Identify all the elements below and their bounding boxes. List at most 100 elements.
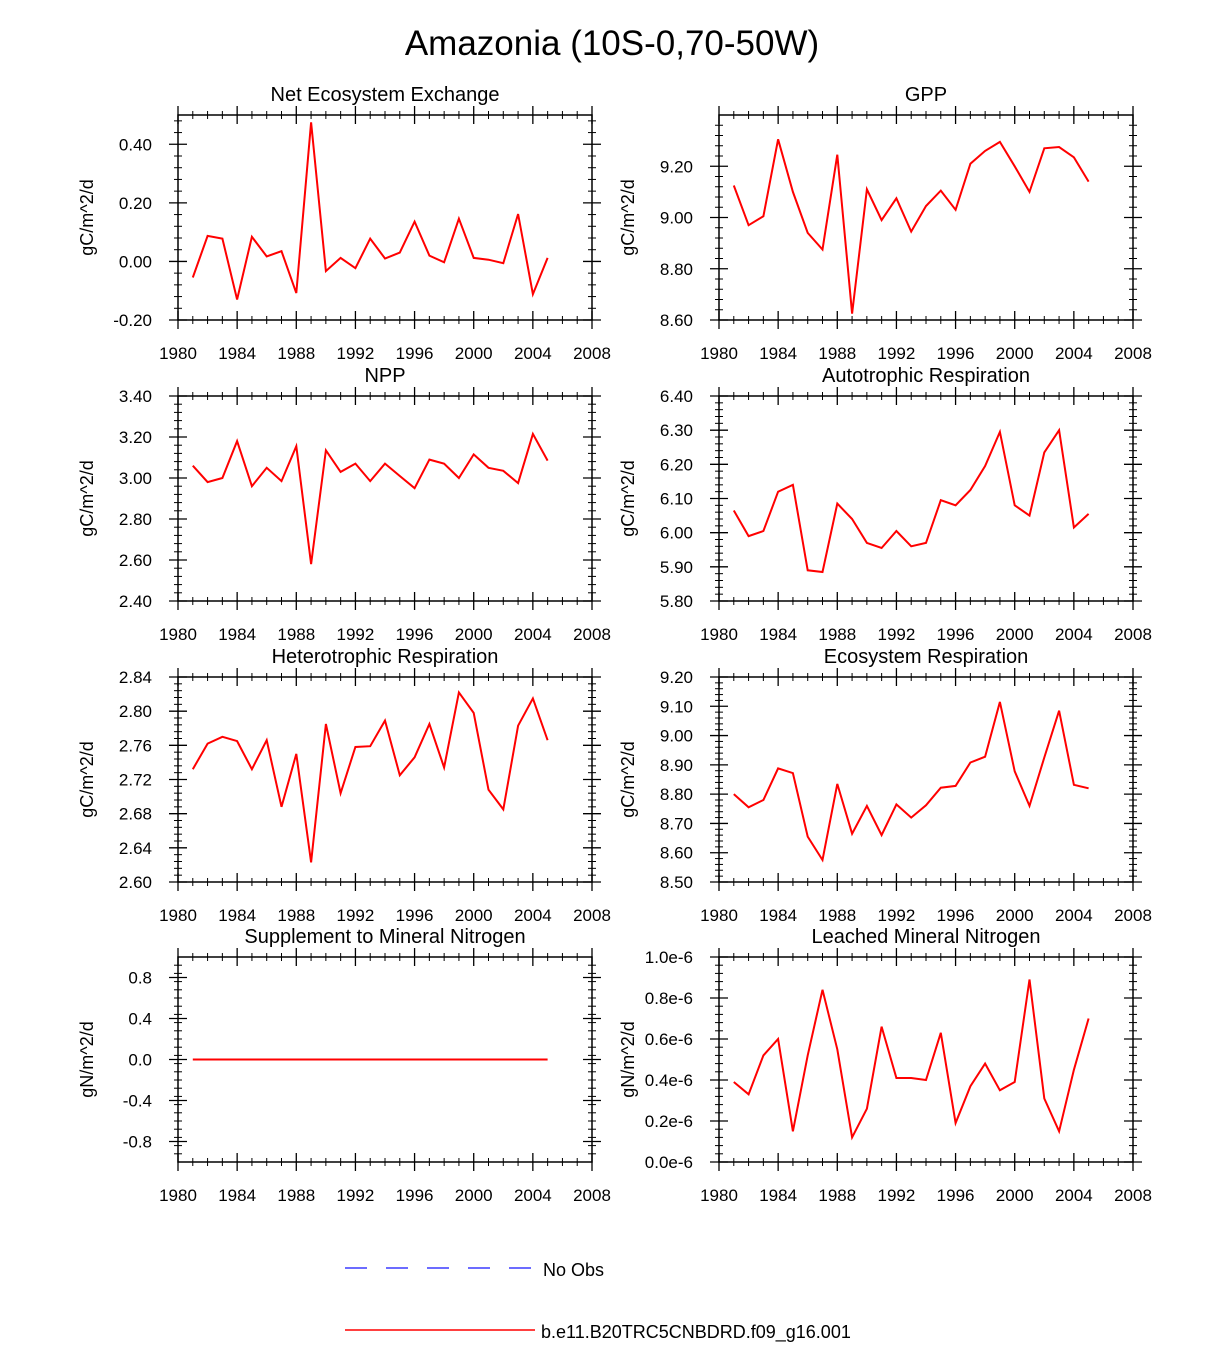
y-axis-label: gC/m^2/d xyxy=(618,460,638,536)
y-tick-label: 0.0 xyxy=(128,1051,152,1070)
x-tick-label: 1996 xyxy=(396,344,434,363)
y-tick-label: 5.80 xyxy=(660,592,693,611)
y-tick-label: 0.8 xyxy=(128,969,152,988)
x-tick-label: 1988 xyxy=(277,625,315,644)
y-axis-label: gC/m^2/d xyxy=(618,741,638,817)
y-tick-label: 2.80 xyxy=(119,510,152,529)
series-line xyxy=(191,689,549,863)
y-tick-label: 0.2e-6 xyxy=(645,1112,693,1131)
y-tick-label: 8.90 xyxy=(660,756,693,775)
x-tick-label: 1980 xyxy=(159,344,197,363)
panel-title: Net Ecosystem Exchange xyxy=(271,84,500,106)
x-tick-label: 2000 xyxy=(996,625,1034,644)
x-tick-label: 1984 xyxy=(759,625,797,644)
x-tick-label: 1992 xyxy=(337,906,375,925)
y-tick-label: 9.00 xyxy=(660,209,693,228)
panel-title: NPP xyxy=(364,365,405,387)
series-line xyxy=(733,979,1090,1141)
series-line xyxy=(733,701,1089,863)
y-axis-label: gC/m^2/d xyxy=(77,179,97,255)
x-tick-label: 2008 xyxy=(1114,1186,1152,1205)
x-tick-label: 2004 xyxy=(1055,1186,1093,1205)
y-tick-label: 8.80 xyxy=(660,260,693,279)
y-tick-label: 2.40 xyxy=(119,592,152,611)
x-tick-label: 2008 xyxy=(1114,906,1152,925)
panel-title: Heterotrophic Respiration xyxy=(272,646,499,668)
y-tick-label: 3.00 xyxy=(119,469,152,488)
y-tick-label: 0.8e-6 xyxy=(645,989,693,1008)
x-tick-label: 1996 xyxy=(396,625,434,644)
x-tick-label: 1988 xyxy=(277,1186,315,1205)
y-tick-label: 2.64 xyxy=(119,839,152,858)
y-tick-label: 2.84 xyxy=(119,668,152,687)
x-tick-label: 1980 xyxy=(700,1186,738,1205)
y-tick-label: 1.0e-6 xyxy=(645,948,693,967)
y-tick-label: 3.40 xyxy=(119,387,152,406)
x-tick-label: 2008 xyxy=(573,906,611,925)
x-tick-label: 1996 xyxy=(937,625,975,644)
x-tick-label: 1984 xyxy=(218,625,256,644)
x-tick-label: 1980 xyxy=(700,906,738,925)
x-tick-label: 1984 xyxy=(759,906,797,925)
x-tick-label: 1984 xyxy=(759,1186,797,1205)
y-tick-label: -0.20 xyxy=(113,311,152,330)
x-tick-label: 1988 xyxy=(818,344,856,363)
x-tick-label: 2000 xyxy=(455,625,493,644)
panel-7: Supplement to Mineral Nitrogen 1980 1984 19… xyxy=(77,926,611,1205)
x-tick-label: 1980 xyxy=(700,344,738,363)
panel-8: Leached Mineral Nitrogen 1980 1984 1988 1992… xyxy=(618,926,1152,1205)
y-tick-label: 0.0e-6 xyxy=(645,1153,693,1172)
y-tick-label: 8.50 xyxy=(660,873,693,892)
x-tick-label: 1992 xyxy=(337,625,375,644)
series-line xyxy=(191,122,549,300)
panel-4: Autotrophic Respiration 1980 1984 1988 1992 1… xyxy=(618,365,1152,644)
x-tick-label: 1984 xyxy=(218,906,256,925)
x-tick-label: 1980 xyxy=(159,906,197,925)
x-tick-label: 1992 xyxy=(878,1186,916,1205)
x-tick-label: 2008 xyxy=(573,625,611,644)
y-tick-label: 5.90 xyxy=(660,558,693,577)
y-axis-label: gN/m^2/d xyxy=(77,1021,97,1097)
y-tick-label: 6.00 xyxy=(660,524,693,543)
panels: Net Ecosystem Exchange 1980 1984 1988 1992 19… xyxy=(77,84,1152,1205)
x-tick-label: 1984 xyxy=(218,344,256,363)
y-tick-label: -0.8 xyxy=(123,1133,152,1152)
x-tick-label: 1988 xyxy=(818,625,856,644)
y-tick-label: 9.20 xyxy=(660,157,693,176)
x-tick-label: 1992 xyxy=(878,344,916,363)
panel-title: Supplement to Mineral Nitrogen xyxy=(244,926,525,948)
x-tick-label: 2000 xyxy=(455,906,493,925)
plot-frame xyxy=(718,114,1134,321)
x-tick-label: 1992 xyxy=(878,906,916,925)
y-axis-label: gC/m^2/d xyxy=(77,741,97,817)
x-tick-label: 1988 xyxy=(277,344,315,363)
plot-frame xyxy=(177,676,593,883)
y-axis-label: gC/m^2/d xyxy=(618,179,638,255)
x-tick-label: 1996 xyxy=(937,344,975,363)
panel-1: Net Ecosystem Exchange 1980 1984 1988 1992 19… xyxy=(77,84,611,363)
x-tick-label: 2000 xyxy=(996,344,1034,363)
y-tick-label: 0.4 xyxy=(128,1010,152,1029)
y-tick-label: 6.40 xyxy=(660,387,693,406)
y-tick-label: 3.20 xyxy=(119,428,152,447)
y-tick-label: 0.00 xyxy=(119,252,152,271)
y-tick-label: -0.4 xyxy=(123,1092,152,1111)
x-tick-label: 2000 xyxy=(455,344,493,363)
y-tick-label: 6.10 xyxy=(660,490,693,509)
x-tick-label: 2008 xyxy=(573,344,611,363)
x-tick-label: 2004 xyxy=(514,1186,552,1205)
y-axis-label: gC/m^2/d xyxy=(77,460,97,536)
panel-3: NPP 1980 1984 1988 1992 1996 2000 2004 2008 2.40 2… xyxy=(77,365,611,644)
y-tick-label: 6.20 xyxy=(660,455,693,474)
y-tick-label: 8.70 xyxy=(660,814,693,833)
panel-5: Heterotrophic Respiration 1980 1984 1988 199… xyxy=(77,646,611,925)
legend-label: b.e11.B20TRC5CNBDRD.f09_g16.001 xyxy=(541,1322,851,1343)
x-tick-label: 1992 xyxy=(878,625,916,644)
y-tick-label: 0.20 xyxy=(119,194,152,213)
series-line xyxy=(192,431,549,565)
y-tick-label: 0.4e-6 xyxy=(645,1071,693,1090)
x-tick-label: 1996 xyxy=(937,1186,975,1205)
plot-frame xyxy=(718,395,1134,602)
plot-frame xyxy=(718,676,1134,883)
x-tick-label: 2008 xyxy=(573,1186,611,1205)
